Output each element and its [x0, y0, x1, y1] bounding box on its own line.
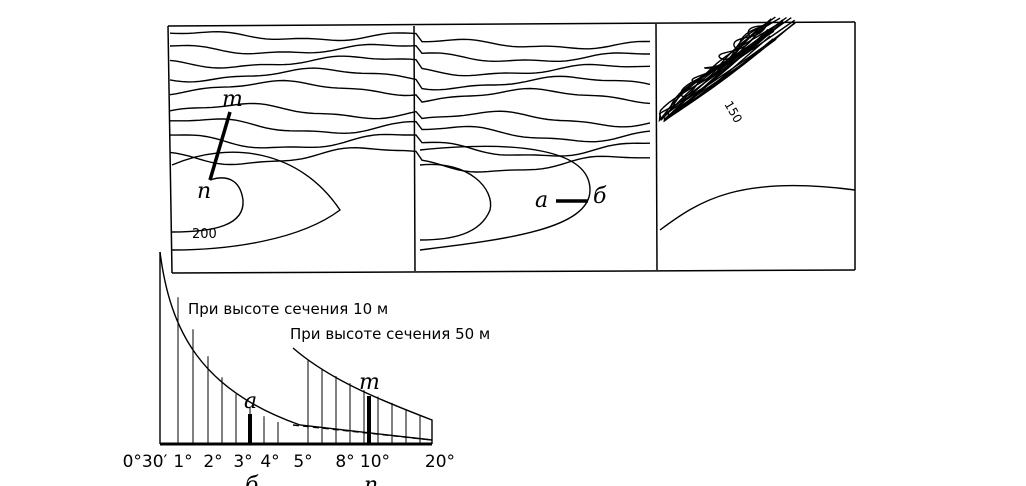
caption-10: При высоте сечения 10 м [188, 300, 388, 318]
contour [171, 151, 341, 251]
map-border [167, 25, 173, 274]
contour [419, 163, 492, 241]
contour [169, 146, 650, 173]
under-n: n [364, 473, 378, 486]
scale-tick-label: 20° [425, 452, 455, 472]
contour [169, 55, 651, 77]
scale-tick-label: 5° [293, 452, 312, 472]
contour [659, 184, 856, 231]
contour [169, 79, 651, 105]
label-b: б [593, 184, 607, 209]
label-n: n [197, 179, 211, 204]
contour [170, 133, 651, 157]
sheet-divider [413, 25, 416, 272]
segment-mn [208, 111, 232, 181]
scale-tick-label: 4° [260, 452, 279, 472]
scale-tick-label: 2° [203, 452, 222, 472]
contour-200 [171, 177, 244, 233]
curve-10 [159, 251, 433, 441]
contour [661, 19, 796, 121]
contour [170, 118, 651, 143]
contour [663, 22, 795, 122]
scale-label-a: а [244, 389, 257, 414]
caption-50: При высоте сечения 50 м [290, 325, 490, 343]
label-200: 200 [192, 227, 217, 242]
contour [169, 67, 651, 91]
map-border [167, 21, 856, 27]
scale-tick-label: 1° [173, 452, 192, 472]
contour [169, 30, 650, 50]
label-150: 150 [721, 99, 745, 126]
dashed-line [292, 424, 433, 441]
label-m: m [222, 87, 243, 112]
under-b: б [245, 473, 259, 486]
map-border [171, 269, 856, 274]
label-a: а [535, 188, 548, 213]
scale-tick-label: 0°30′ [123, 452, 168, 472]
sheet-divider [655, 23, 658, 271]
contours [169, 16, 796, 173]
contour [169, 102, 651, 128]
curve-50 [292, 347, 433, 444]
scale-tick-label: 8° [335, 452, 354, 472]
contour [419, 145, 591, 251]
scale-tick-label: 10° [360, 452, 390, 472]
scale-tick-label: 3° [233, 452, 252, 472]
contour [169, 43, 650, 63]
slope-scale [177, 297, 421, 444]
scale-label-m: m [359, 370, 380, 395]
